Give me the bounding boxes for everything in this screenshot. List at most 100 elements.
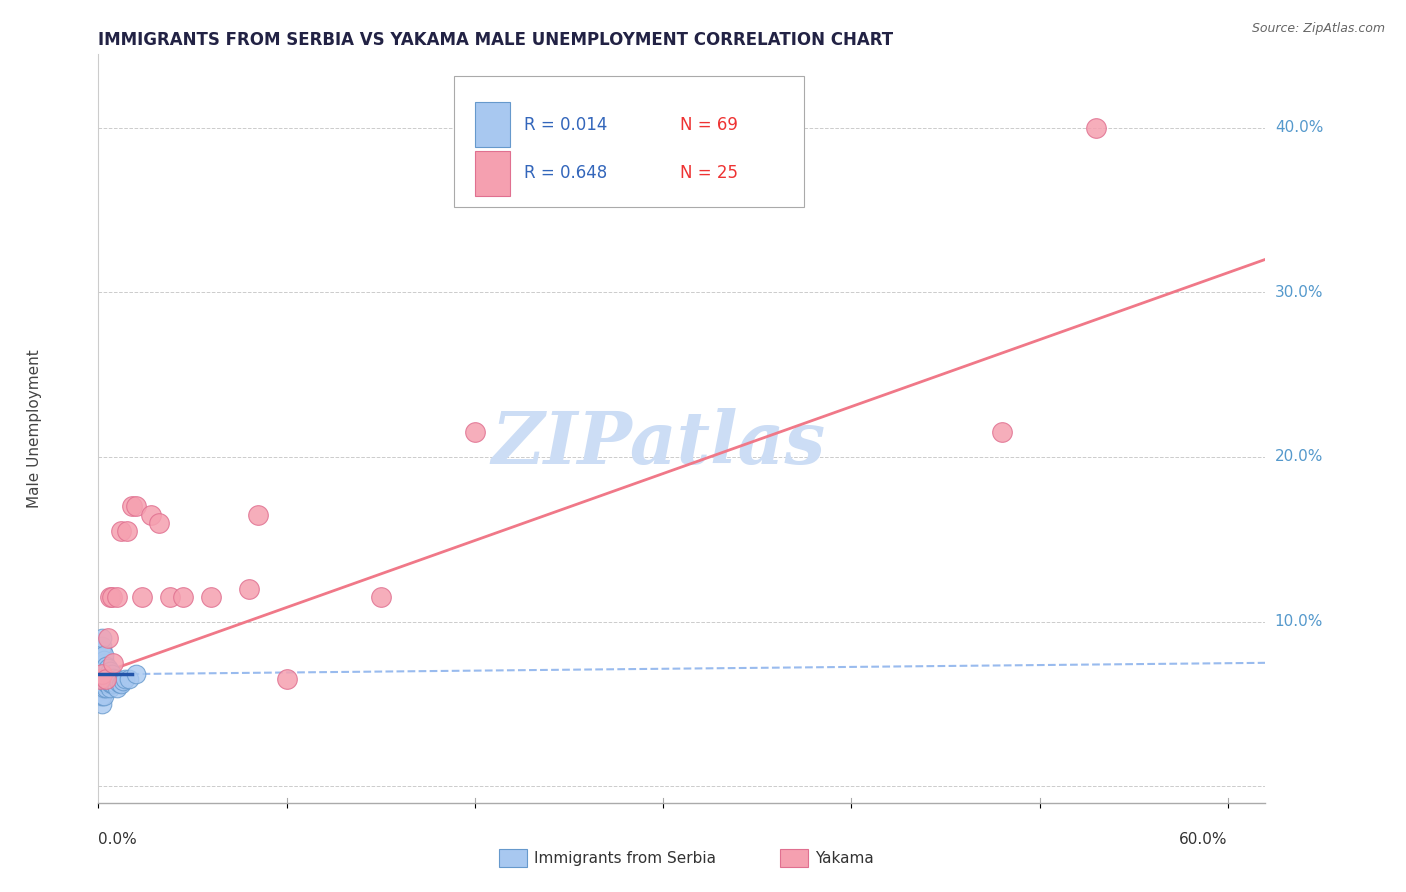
Point	[89, 667, 111, 681]
Point	[91, 651, 114, 665]
Text: N = 69: N = 69	[679, 116, 738, 134]
Point	[91, 644, 114, 658]
Point	[93, 677, 115, 691]
Text: Yakama: Yakama	[815, 851, 875, 865]
Point	[93, 689, 115, 703]
Point	[91, 689, 114, 703]
Point	[247, 508, 270, 522]
Point	[89, 673, 111, 687]
Point	[93, 669, 115, 683]
Point	[98, 681, 121, 695]
Point	[93, 673, 115, 687]
Point	[94, 675, 117, 690]
Point	[89, 677, 111, 691]
Point	[94, 664, 117, 678]
Point	[115, 524, 138, 538]
Text: 10.0%: 10.0%	[1275, 615, 1323, 629]
Point	[91, 669, 114, 683]
Point	[105, 681, 128, 695]
Point	[91, 664, 114, 678]
Point	[464, 425, 486, 440]
FancyBboxPatch shape	[475, 151, 510, 196]
Point	[93, 656, 115, 670]
Point	[94, 681, 117, 695]
Point	[91, 697, 114, 711]
Point	[94, 673, 117, 687]
Point	[89, 683, 111, 698]
Point	[91, 657, 114, 672]
Point	[100, 590, 122, 604]
Point	[91, 671, 114, 685]
Point	[89, 689, 111, 703]
Point	[125, 667, 148, 681]
FancyBboxPatch shape	[454, 76, 804, 207]
Point	[276, 673, 298, 687]
Point	[238, 582, 260, 596]
Point	[98, 675, 121, 690]
Point	[91, 652, 114, 666]
Point	[105, 673, 128, 687]
Point	[110, 524, 132, 538]
Point	[172, 590, 194, 604]
Point	[94, 667, 117, 681]
Point	[110, 677, 132, 691]
Point	[91, 640, 114, 654]
Point	[91, 675, 114, 690]
Point	[97, 631, 120, 645]
Point	[91, 654, 114, 668]
Point	[93, 648, 115, 662]
Point	[89, 681, 111, 695]
Point	[97, 667, 120, 681]
Text: 30.0%: 30.0%	[1275, 285, 1323, 300]
Point	[108, 675, 131, 690]
Point	[159, 590, 181, 604]
Text: ZIPatlas: ZIPatlas	[492, 408, 825, 479]
Point	[104, 675, 127, 690]
Point	[93, 681, 115, 695]
Point	[94, 659, 117, 673]
Point	[93, 661, 115, 675]
Point	[200, 590, 222, 604]
Point	[91, 667, 114, 681]
Point	[121, 500, 143, 514]
Point	[103, 656, 125, 670]
Text: R = 0.648: R = 0.648	[524, 164, 607, 182]
Point	[148, 516, 170, 530]
Point	[89, 662, 111, 676]
Text: R = 0.014: R = 0.014	[524, 116, 607, 134]
Point	[97, 673, 120, 687]
Point	[89, 673, 111, 687]
Point	[100, 677, 122, 691]
Text: Male Unemployment: Male Unemployment	[27, 349, 42, 508]
Point	[1085, 120, 1108, 135]
Point	[103, 677, 125, 691]
Point	[93, 667, 115, 681]
Point	[139, 508, 162, 522]
Point	[91, 681, 114, 695]
Point	[131, 590, 153, 604]
Point	[91, 648, 114, 662]
Point	[98, 671, 121, 685]
Text: N = 25: N = 25	[679, 164, 738, 182]
Point	[91, 642, 114, 657]
Point	[91, 667, 114, 681]
Point	[114, 673, 136, 687]
Point	[91, 661, 114, 675]
Point	[100, 673, 122, 687]
Point	[111, 673, 134, 688]
Point	[100, 667, 122, 681]
Point	[370, 590, 392, 604]
Point	[91, 631, 114, 645]
Text: Immigrants from Serbia: Immigrants from Serbia	[534, 851, 716, 865]
Point	[98, 664, 121, 678]
Text: IMMIGRANTS FROM SERBIA VS YAKAMA MALE UNEMPLOYMENT CORRELATION CHART: IMMIGRANTS FROM SERBIA VS YAKAMA MALE UN…	[98, 31, 894, 49]
Point	[105, 590, 128, 604]
Point	[93, 652, 115, 666]
Point	[117, 673, 139, 687]
Text: 0.0%: 0.0%	[98, 832, 138, 847]
Point	[991, 425, 1014, 440]
Point	[91, 673, 114, 687]
Text: 20.0%: 20.0%	[1275, 450, 1323, 465]
Text: 40.0%: 40.0%	[1275, 120, 1323, 135]
Point	[98, 590, 121, 604]
